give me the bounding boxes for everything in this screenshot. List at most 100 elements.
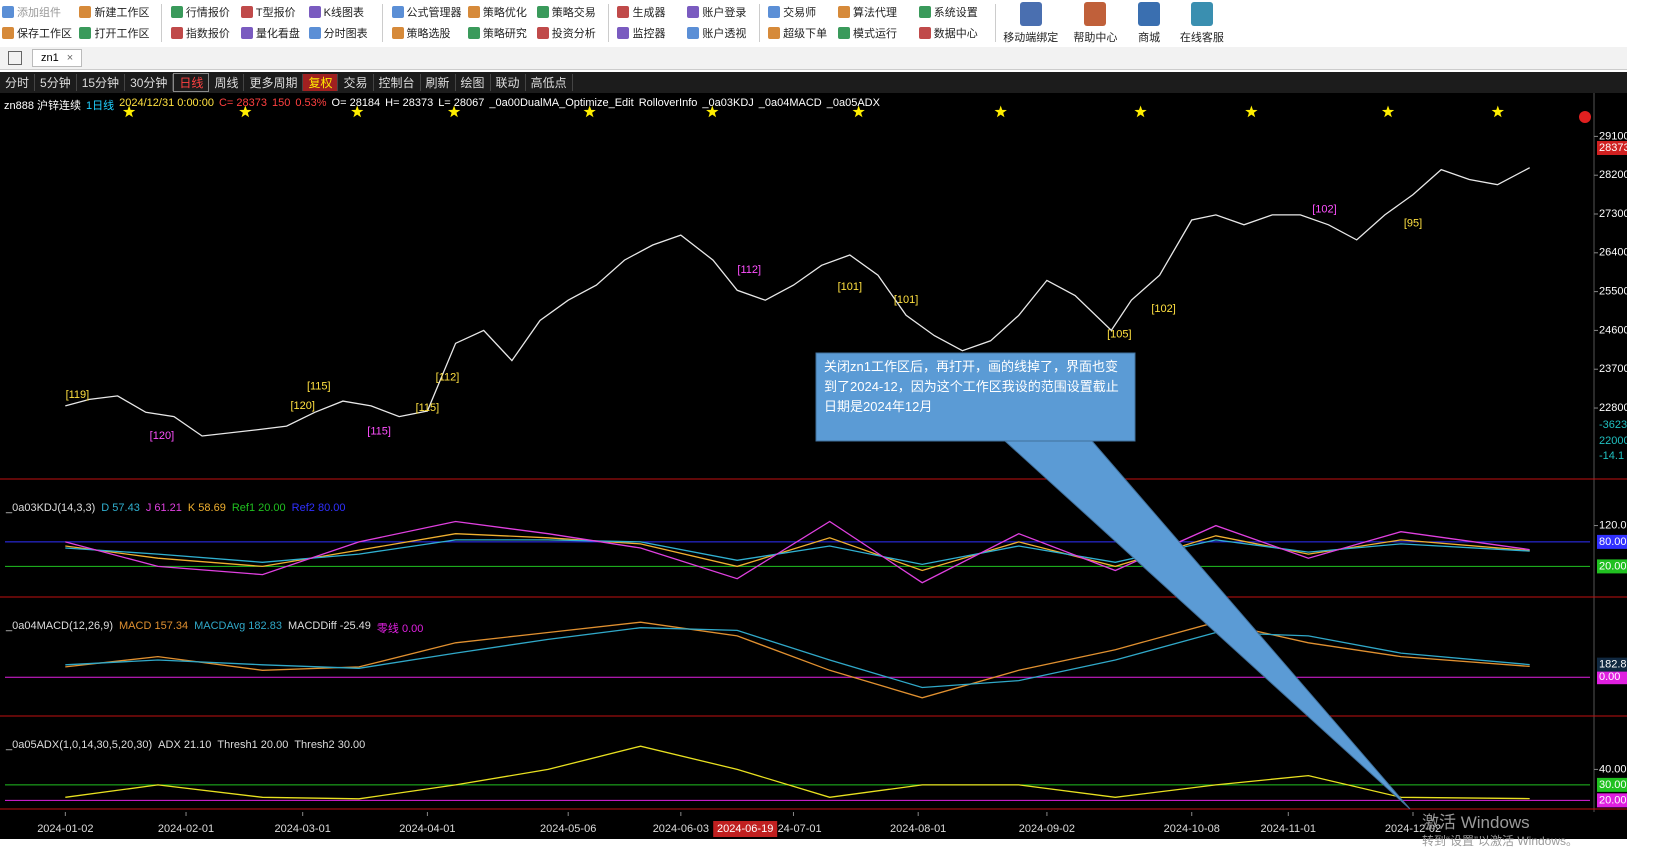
toolbar-button[interactable]: 打开工作区 [79, 25, 149, 41]
watermark: 激活 Windows [1422, 813, 1530, 832]
toolbar-button[interactable]: 策略交易 [536, 4, 596, 20]
period-button[interactable]: 更多周期 [244, 74, 304, 91]
side-label-box [1597, 418, 1627, 432]
header-item: 2024/12/31 0:00:00 [119, 97, 214, 109]
series-line [65, 621, 1530, 699]
icon [1190, 2, 1213, 26]
value-label: 182.8 [1599, 659, 1627, 671]
period-button[interactable]: 联动 [491, 74, 526, 91]
toolbar-button[interactable]: K线图表 [308, 4, 364, 20]
x-tick-label: 2024-12-02 [1385, 823, 1441, 835]
header-item: _0a05ADX [826, 97, 880, 109]
y-tick-label: 20.00 [1599, 794, 1627, 806]
legend-item: Thresh1 20.00 [217, 739, 289, 751]
toolbar-button[interactable]: 数据中心 [918, 25, 978, 41]
trade-label: [119] [66, 389, 90, 401]
x-tick-label: 2024-01-02 [37, 823, 93, 835]
period-button[interactable]: 交易 [338, 74, 374, 91]
signal-star [583, 105, 596, 118]
big-button[interactable]: 在线客服 [1170, 2, 1234, 45]
icon [1084, 2, 1107, 26]
toolbar-button[interactable]: 公式管理器 [391, 4, 462, 20]
period-button[interactable]: 分时 [0, 74, 36, 91]
big-button[interactable]: 帮助中心 [1063, 2, 1127, 45]
toolbar-button[interactable]: 策略研究 [467, 25, 527, 41]
period-button[interactable]: 15分钟 [77, 74, 126, 91]
toolbar-button[interactable]: 监控器 [617, 25, 665, 41]
icon [391, 6, 404, 18]
legend-item: MACDAvg 182.83 [194, 620, 282, 632]
y-tick-label: 29100 [1599, 130, 1627, 142]
toolbar-button[interactable]: 量化看盘 [240, 25, 300, 41]
icon [170, 27, 183, 39]
legend-item: ADX 21.10 [158, 739, 212, 751]
toolbar-button[interactable]: 账户透视 [687, 25, 746, 41]
header-item: _0a03KDJ [702, 97, 754, 109]
home-icon[interactable] [8, 51, 22, 65]
header-item: L= 28067 [438, 97, 485, 109]
period-button[interactable]: 5分钟 [35, 74, 77, 91]
separator [995, 4, 997, 42]
separator [161, 4, 163, 42]
toolbar-button[interactable]: 账户登录 [687, 4, 746, 20]
big-button[interactable]: 商城 [1117, 2, 1181, 45]
toolbar-button[interactable]: 生成器 [617, 4, 665, 20]
button-label: 策略选股 [406, 28, 451, 40]
period-button[interactable]: 绘图 [456, 74, 491, 91]
x-tick-label: 2024-08-01 [890, 823, 946, 835]
toolbar-button[interactable]: 新建工作区 [79, 4, 149, 20]
toolbar-button[interactable]: 系统设置 [918, 4, 978, 20]
button-label: 生成器 [632, 7, 666, 19]
toolbar-button[interactable]: 保存工作区 [2, 25, 72, 41]
side-label: -14.1 [1599, 450, 1624, 462]
header-item: _0a04MACD [758, 97, 822, 109]
button-label: 策略研究 [482, 28, 527, 40]
trade-label: [112] [737, 264, 761, 276]
period-button[interactable]: 日线 [173, 73, 210, 92]
button-label: 保存工作区 [17, 28, 72, 40]
toolbar-button[interactable]: 添加组件 [2, 4, 61, 20]
period-button[interactable]: 周线 [209, 74, 245, 91]
x-tick-label: 2024-07-01 [765, 823, 821, 835]
toolbar-button[interactable]: 模式运行 [838, 25, 897, 41]
button-label: 算法代理 [853, 7, 898, 19]
separator [607, 4, 609, 42]
legend-item: K 58.69 [187, 502, 226, 514]
toolbar-button[interactable]: 行情报价 [170, 4, 230, 20]
toolbar-button[interactable]: 超级下单 [768, 25, 827, 41]
toolbar-button[interactable]: 指数报价 [170, 25, 230, 41]
big-button[interactable]: 移动端绑定 [999, 2, 1063, 45]
toolbar-button[interactable]: 交易师 [768, 4, 816, 20]
period-button[interactable]: 复权 [303, 74, 339, 91]
header-item: 150 [271, 97, 291, 109]
toolbar-button[interactable]: T型报价 [240, 4, 296, 20]
period-button[interactable]: 高低点 [526, 74, 573, 91]
toolbar-button[interactable]: 策略优化 [467, 4, 527, 20]
legend-item: Ref2 80.00 [291, 502, 346, 514]
tab[interactable]: zn1 × [32, 49, 83, 67]
toolbar-button[interactable]: 策略选股 [391, 25, 451, 41]
tab-close[interactable]: × [66, 52, 74, 64]
icon [2, 6, 14, 18]
toolbar-button[interactable]: 分时图表 [308, 25, 368, 41]
trade-label: [115] [307, 380, 331, 392]
chart-canvas: 29100 28200 27300 26400 25500 24600 23700 22800… [0, 93, 1627, 839]
x-tick-label: 2024-06-03 [653, 823, 709, 835]
legend-item: J 61.21 [145, 502, 182, 514]
toolbar-button[interactable]: 算法代理 [838, 4, 897, 20]
button-label: 新建工作区 [94, 7, 150, 19]
header-item: H= 28373 [385, 97, 434, 109]
period-button[interactable]: 控制台 [374, 74, 421, 91]
toolbar-button[interactable]: 投资分析 [536, 25, 596, 41]
button-label: K线图表 [323, 7, 364, 19]
period-button[interactable]: 30分钟 [125, 74, 174, 91]
panel-header: _0a03KDJ(14,3,3) D 57.43 J 61.21 K 58.69 Ref… [6, 502, 345, 514]
y-tick-label: 40.00 [1599, 763, 1627, 775]
trade-label: [95] [1404, 217, 1422, 229]
period-button[interactable]: 刷新 [421, 74, 456, 91]
legend-item: D 57.43 [101, 502, 140, 514]
button-label: 帮助中心 [1073, 32, 1118, 44]
icon [918, 6, 931, 18]
trade-label: [101] [894, 294, 918, 306]
